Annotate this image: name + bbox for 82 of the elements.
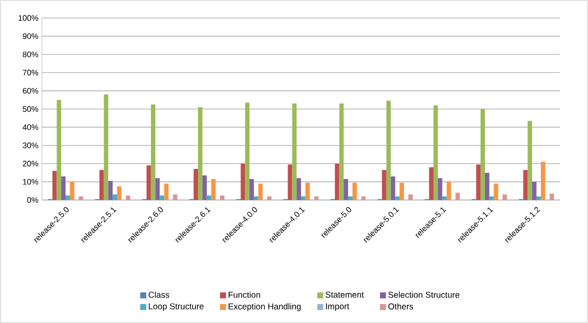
bar [339,104,344,200]
bar [240,164,246,200]
bar [112,194,118,200]
bar [206,195,212,200]
bar [117,186,122,200]
bar [250,179,254,200]
bar [382,170,386,200]
bar [172,194,178,200]
bar [528,120,532,200]
bar [150,104,156,200]
bar [390,176,396,200]
legend-label: Statement [326,292,364,298]
bar [267,196,272,200]
bar [348,196,352,200]
bar [155,178,160,200]
y-tick-label: 50% [22,106,38,112]
bar [202,175,207,200]
bar [536,196,541,200]
bar [108,180,113,200]
bar [288,164,292,200]
bar [334,164,340,200]
bar [400,182,404,200]
bar [523,170,528,200]
bar [395,196,400,200]
bar [429,167,434,200]
bar [540,162,546,200]
bar [292,104,297,200]
y-tick-label: 10% [23,178,38,185]
bar [220,195,224,200]
y-tick-label: 90% [22,33,38,40]
bar [433,105,438,200]
bar [476,164,481,200]
y-tick-label: 80% [22,52,38,58]
bar [489,196,494,200]
bar [211,179,216,200]
y-tick-label: 0% [27,197,38,203]
bar [386,100,391,200]
bar [344,179,348,200]
bar [446,182,452,200]
y-tick-label: 60% [22,88,38,94]
bar [408,194,413,200]
bar [296,178,302,200]
bar [104,94,108,200]
bar [198,107,202,200]
bar [352,182,357,200]
bar [194,169,198,200]
bar [70,182,74,200]
bar [146,165,151,200]
bar [61,176,66,200]
y-tick-label: 30% [22,142,38,148]
bar [258,184,263,200]
y-tick-label: 40% [22,124,38,130]
legend-label: Function [228,292,260,298]
legend-label: Others [388,303,414,310]
bar [99,170,104,200]
legend-label: Class [148,292,170,298]
bar [254,196,258,200]
bar [550,194,554,200]
legend-label: Loop Structure [148,303,204,312]
bar [164,184,169,200]
bar [532,182,536,200]
bar [502,194,507,200]
y-tick-label: 20% [22,160,38,166]
bar [438,178,442,200]
bar [484,172,490,200]
bar [66,195,70,200]
bar [126,195,130,200]
legend-label: Exception Handling [228,303,301,312]
bar [494,184,498,200]
legend-label: Selection Structure [388,292,460,298]
bar [455,192,460,200]
bar [52,170,57,200]
bar [314,196,319,200]
bar [301,196,306,200]
bar [305,182,310,200]
bar [56,100,62,200]
y-tick-label: 70% [22,70,38,76]
bar [480,108,485,200]
bar [160,195,164,200]
bar [245,102,250,200]
legend-label: Import [326,303,350,311]
y-tick-label: 100% [18,15,38,21]
